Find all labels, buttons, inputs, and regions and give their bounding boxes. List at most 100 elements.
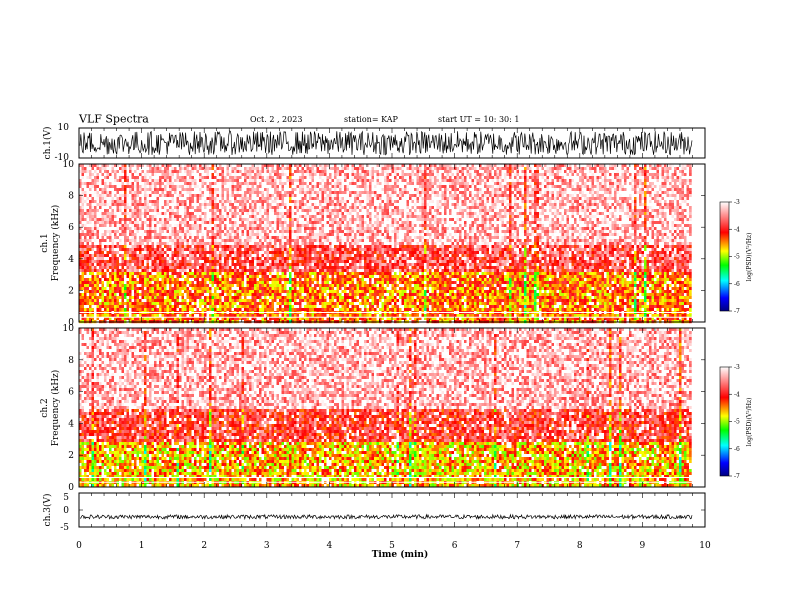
spectrogram-cell — [102, 185, 105, 188]
spectrogram-cell — [224, 188, 227, 191]
spectrogram-cell — [267, 239, 270, 242]
spectrogram-cell — [249, 290, 252, 293]
spectrogram-cell — [222, 212, 225, 215]
spectrogram-cell — [257, 269, 260, 272]
spectrogram-cell — [299, 242, 302, 245]
spectrogram-cell — [199, 215, 202, 218]
spectrogram-cell — [122, 218, 125, 221]
spectrogram-cell — [202, 293, 205, 296]
spectrogram-cell — [157, 167, 160, 170]
spectrogram-cell — [269, 308, 272, 311]
spectrogram-cell — [189, 302, 192, 305]
spectrogram-cell — [109, 182, 112, 185]
spectrogram-cell — [289, 278, 292, 281]
spectrogram-cell — [257, 224, 260, 227]
spectrogram-cell — [287, 194, 290, 197]
spectrogram-cell — [189, 224, 192, 227]
spectrogram-cell — [264, 167, 267, 170]
spectrogram-cell — [289, 221, 292, 224]
spectrogram-cell — [147, 308, 150, 311]
spectrogram-cell — [144, 233, 147, 236]
ch1-waveform-panel: 10 -10 ch.1(V) — [42, 123, 705, 163]
spectrogram-cell — [212, 197, 215, 200]
spectrogram-cell — [307, 200, 310, 203]
spectrogram-cell — [132, 209, 135, 212]
spectrogram-cell — [192, 248, 195, 251]
spectrogram-cell — [214, 176, 217, 179]
spectrogram-cell — [224, 182, 227, 185]
spectrogram-cell — [294, 296, 297, 299]
spectrogram-cell — [219, 287, 222, 290]
spectrogram-cell — [132, 230, 135, 233]
spectrogram-cell — [169, 275, 172, 278]
spectrogram-cell — [304, 224, 307, 227]
spectrogram-cell — [227, 173, 230, 176]
spectrogram-cell — [244, 314, 247, 317]
spectrogram-cell — [137, 269, 140, 272]
spectrogram-cell — [234, 242, 237, 245]
spectrogram-cell — [99, 191, 102, 194]
spectrogram-cell — [82, 275, 85, 278]
spectrogram-cell — [177, 206, 180, 209]
spectrogram-cell — [147, 239, 150, 242]
spectrogram-cell — [229, 236, 232, 239]
spectrogram-cell — [147, 173, 150, 176]
spectrogram-cell — [82, 212, 85, 215]
spectrogram-cell — [214, 251, 217, 254]
spectrogram-cell — [119, 275, 122, 278]
spectrogram-cell — [182, 230, 185, 233]
spectrogram-cell — [174, 278, 177, 281]
spectrogram-cell — [224, 197, 227, 200]
spectrogram-cell — [142, 182, 145, 185]
spectrogram-cell — [177, 281, 180, 284]
spectrogram-cell — [299, 293, 302, 296]
spectrogram-cell — [299, 260, 302, 263]
spectrogram-cell — [89, 278, 92, 281]
spectrogram-cell — [102, 200, 105, 203]
spectrogram-cell — [299, 281, 302, 284]
spectrogram-cell — [89, 305, 92, 308]
spectrogram-cell — [89, 212, 92, 215]
spectrogram-cell — [214, 215, 217, 218]
spectrogram-cell — [152, 233, 155, 236]
spectrogram-cell — [259, 257, 262, 260]
spectrogram-cell — [222, 227, 225, 230]
spectrogram-cell — [282, 269, 285, 272]
spectrogram-cell — [207, 278, 210, 281]
spectrogram-cell — [307, 236, 310, 239]
spectrogram-cell — [142, 275, 145, 278]
spectrogram-cell — [82, 314, 85, 317]
spectrogram-cell — [239, 233, 242, 236]
spectrogram-cell — [199, 251, 202, 254]
spectrogram-cell — [149, 179, 152, 182]
spectrogram-cell — [287, 251, 290, 254]
spectrogram-cell — [102, 179, 105, 182]
spectrogram-cell — [227, 233, 230, 236]
spectrogram-cell — [274, 257, 277, 260]
spectrogram-cell — [94, 215, 97, 218]
spectrogram-cell — [272, 290, 275, 293]
spectrogram-cell — [274, 215, 277, 218]
spectrogram-cell — [104, 227, 107, 230]
spectrogram-cell — [134, 173, 137, 176]
spectrogram-cell — [112, 215, 115, 218]
spectrogram-cell — [269, 242, 272, 245]
spectrogram-cell — [282, 176, 285, 179]
spectrogram-cell — [249, 248, 252, 251]
spectrogram-cell — [144, 236, 147, 239]
spectrogram-cell — [267, 296, 270, 299]
spectrogram-cell — [182, 296, 185, 299]
spectrogram-cell — [112, 308, 115, 311]
spectrogram-cell — [232, 176, 235, 179]
spectrogram-cell — [147, 230, 150, 233]
spectrogram-cell — [132, 203, 135, 206]
spectrogram-cell — [222, 314, 225, 317]
spectrogram-cell — [164, 263, 167, 266]
spectrogram-cell — [214, 167, 217, 170]
spectrogram-cell — [272, 257, 275, 260]
spectrogram-cell — [279, 230, 282, 233]
spectrogram-cell — [242, 167, 245, 170]
station-label: station= KAP — [344, 115, 399, 124]
spectrogram-cell — [207, 227, 210, 230]
spectrogram-cell — [182, 293, 185, 296]
